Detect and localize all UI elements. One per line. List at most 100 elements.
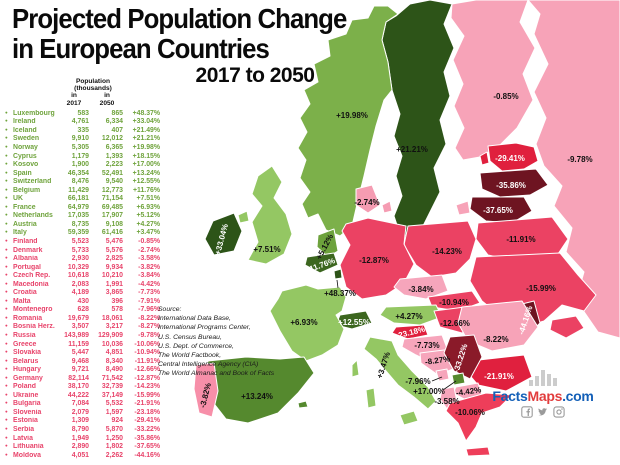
population-table-rows: Luxembourg 583 865 +48.37% Ireland 4,761… bbox=[5, 109, 163, 459]
bullet-icon bbox=[5, 212, 13, 219]
table-row: Albania 2,930 2,825 -3.58% bbox=[5, 254, 163, 263]
bullet-icon bbox=[5, 118, 13, 125]
percent-change: -10.06% bbox=[134, 340, 160, 348]
table-row: Italy 59,359 61,416 +3.47% bbox=[5, 229, 163, 238]
population-2017: 38,170 bbox=[67, 383, 89, 391]
population-2050: 1,991 bbox=[105, 280, 123, 288]
facebook-icon[interactable] bbox=[521, 406, 533, 418]
percent-change: -7.73% bbox=[138, 289, 160, 297]
table-row: Iceland 335 407 +21.49% bbox=[5, 126, 163, 135]
population-2050: 129,909 bbox=[98, 331, 123, 339]
bullet-icon bbox=[5, 358, 13, 365]
bullet-icon bbox=[5, 375, 13, 382]
country-name: Germany bbox=[13, 374, 43, 382]
population-2017: 8,735 bbox=[71, 220, 89, 228]
population-2017: 430 bbox=[77, 297, 90, 305]
population-2050: 5,532 bbox=[105, 400, 123, 408]
country-name: Moldova bbox=[13, 451, 41, 459]
table-row: Sweden 9,910 12,012 +21.21% bbox=[5, 135, 163, 144]
population-2050: 4,851 bbox=[105, 349, 123, 357]
country-name: France bbox=[13, 203, 36, 211]
bullet-icon bbox=[5, 264, 13, 271]
population-2017: 5,523 bbox=[71, 237, 89, 245]
bullet-icon bbox=[5, 298, 13, 305]
twitter-icon[interactable] bbox=[537, 406, 549, 418]
table-row: Russia 143,989 129,909 -9.78% bbox=[5, 331, 163, 340]
source-line: International Data Base, bbox=[158, 315, 231, 323]
island-corsica bbox=[351, 359, 360, 378]
country-name: Netherlands bbox=[13, 212, 53, 220]
source-line: Source: bbox=[158, 306, 182, 313]
population-2017: 10,618 bbox=[67, 272, 89, 280]
country-finland bbox=[450, 0, 536, 161]
factsmaps-logo[interactable]: FactsMaps.com bbox=[468, 388, 618, 404]
population-2050: 8,340 bbox=[105, 357, 123, 365]
country-kosovo bbox=[451, 372, 466, 386]
population-2050: 924 bbox=[111, 417, 124, 425]
bullet-icon bbox=[5, 281, 13, 288]
table-row: Belarus 9,468 8,340 -11.91% bbox=[5, 357, 163, 366]
country-name: Kosovo bbox=[13, 161, 39, 169]
percent-change: -9.78% bbox=[138, 331, 160, 339]
table-row: Montenegro 628 578 -7.96% bbox=[5, 306, 163, 315]
population-2017: 2,083 bbox=[71, 280, 89, 288]
population-2050: 71,542 bbox=[101, 374, 123, 382]
island-crete bbox=[465, 446, 491, 457]
population-2017: 19,679 bbox=[67, 314, 89, 322]
bar-chart-icon bbox=[468, 369, 618, 386]
island-sicily bbox=[399, 410, 419, 426]
percent-change: -35.86% bbox=[134, 434, 160, 442]
population-2017: 2,079 bbox=[71, 408, 89, 416]
label-poland: -14.23% bbox=[432, 247, 462, 256]
bullet-icon bbox=[5, 289, 13, 296]
population-2050: 3,865 bbox=[105, 289, 123, 297]
population-2017: 8,790 bbox=[71, 426, 89, 433]
bullet-icon bbox=[5, 170, 13, 177]
percent-change: +21.49% bbox=[132, 126, 160, 134]
label-sweden: +21.21% bbox=[396, 145, 428, 154]
bullet-icon bbox=[5, 178, 13, 185]
bullet-icon bbox=[5, 315, 13, 322]
population-2017: 628 bbox=[77, 306, 90, 314]
table-row: Greece 11,159 10,036 -10.06% bbox=[5, 340, 163, 349]
label-lithuania: -37.65% bbox=[483, 206, 513, 215]
label-bulgaria: -21.91% bbox=[484, 372, 514, 381]
country-romania bbox=[457, 300, 539, 352]
population-2050: 9,540 bbox=[105, 178, 123, 186]
population-2050: 17,907 bbox=[101, 212, 123, 220]
country-name: Sweden bbox=[13, 135, 40, 143]
source-line: U.S. Dept. of Commerce, bbox=[158, 342, 234, 350]
bullet-icon bbox=[5, 435, 13, 442]
bullet-icon bbox=[5, 221, 13, 228]
table-row: UK 66,181 71,154 +7.51% bbox=[5, 194, 163, 203]
instagram-icon[interactable] bbox=[553, 406, 565, 418]
population-2050: 69,485 bbox=[101, 203, 123, 211]
island-denmark bbox=[381, 200, 393, 214]
table-row: Austria 8,735 9,108 +4.27% bbox=[5, 220, 163, 229]
country-name: Belgium bbox=[13, 186, 41, 194]
label-denmark: -2.74% bbox=[354, 198, 379, 207]
country-name: Austria bbox=[13, 220, 37, 228]
country-montenegro bbox=[435, 368, 450, 382]
percent-change: +48.37% bbox=[132, 109, 160, 117]
table-header-columns: in 2017 in 2050 bbox=[59, 92, 163, 108]
population-2017: 583 bbox=[77, 109, 90, 117]
population-2050: 2,825 bbox=[105, 255, 123, 263]
percent-change: -33.22% bbox=[134, 426, 160, 433]
country-latvia bbox=[479, 168, 549, 198]
country-name: Slovenia bbox=[13, 408, 42, 416]
table-row: Netherlands 17,035 17,907 +5.12% bbox=[5, 212, 163, 221]
logo-maps: Maps bbox=[527, 388, 563, 404]
table-row: Bosnia Herz. 3,507 3,217 -8.27% bbox=[5, 323, 163, 332]
bullet-icon bbox=[5, 349, 13, 356]
percent-change: +13.24% bbox=[132, 169, 160, 177]
country-name: Bosnia Herz. bbox=[13, 323, 55, 331]
country-uk bbox=[247, 165, 293, 265]
country-greece bbox=[445, 392, 513, 442]
percent-change: -37.65% bbox=[134, 443, 160, 451]
percent-change: +11.76% bbox=[132, 186, 160, 194]
source-line: International Programs Center, bbox=[158, 324, 251, 332]
population-2017: 1,309 bbox=[71, 417, 89, 425]
country-luxembourg bbox=[333, 268, 343, 280]
